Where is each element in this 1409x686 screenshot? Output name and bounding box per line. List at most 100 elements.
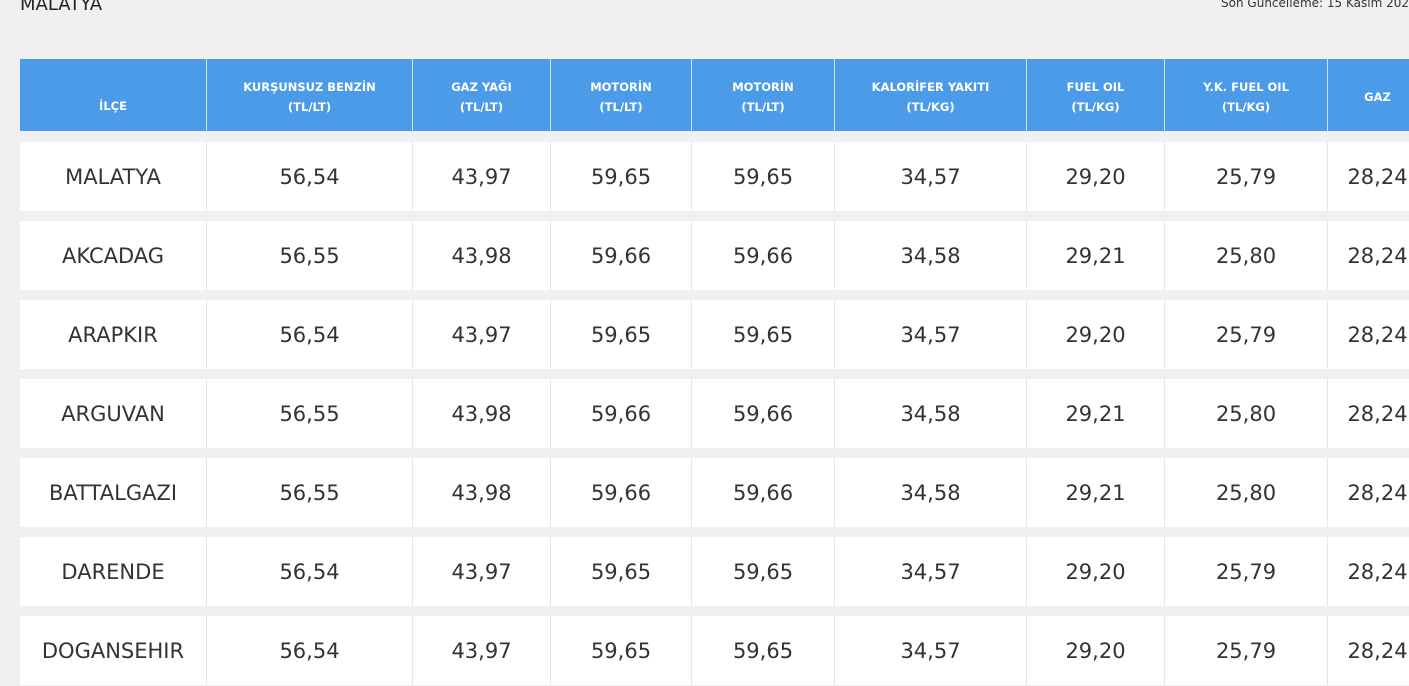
price-cell: 59,65	[551, 300, 692, 369]
price-cell: 56,55	[207, 221, 413, 290]
price-cell: 25,79	[1165, 142, 1328, 211]
table-row: DARENDE 56,54 43,97 59,65 59,65 34,57 29,20 25,…	[20, 537, 1409, 606]
price-cell: 29,20	[1027, 300, 1165, 369]
column-unit: (TL/LT)	[459, 100, 504, 114]
price-cell: 25,79	[1165, 616, 1328, 685]
header-cell: Y.K. FUEL OIL (TL/KG)	[1165, 59, 1328, 131]
page-title: MALATYA	[20, 0, 103, 15]
header-cell: MOTORİN (TL/LT)	[692, 59, 835, 131]
price-cell: 59,65	[692, 142, 835, 211]
price-cell: 59,65	[692, 537, 835, 606]
price-cell: 43,97	[413, 300, 551, 369]
price-cell: 29,20	[1027, 616, 1165, 685]
price-cell: 59,66	[551, 221, 692, 290]
header-cell: GAZ	[1328, 59, 1409, 131]
price-cell: 59,66	[692, 221, 835, 290]
price-cell: 34,57	[835, 537, 1027, 606]
price-cell: 25,79	[1165, 537, 1328, 606]
table-row: AKCADAG 56,55 43,98 59,66 59,66 34,58 29,21 25,…	[20, 221, 1409, 290]
price-cell: 28,24	[1328, 616, 1409, 685]
header-cell: KURŞUNSUZ BENZİN (TL/LT)	[207, 59, 413, 131]
price-cell: 59,66	[692, 458, 835, 527]
price-cell: 43,97	[413, 616, 551, 685]
table-row: DOGANSEHIR 56,54 43,97 59,65 59,65 34,57 29,20…	[20, 616, 1409, 685]
district-cell: DOGANSEHIR	[20, 616, 207, 685]
district-cell: DARENDE	[20, 537, 207, 606]
price-cell: 59,66	[551, 458, 692, 527]
price-cell: 59,65	[692, 616, 835, 685]
price-cell: 59,65	[551, 142, 692, 211]
price-cell: 28,24	[1328, 221, 1409, 290]
header-cell: İLÇE	[20, 59, 207, 131]
price-cell: 34,57	[835, 142, 1027, 211]
district-cell: MALATYA	[20, 142, 207, 211]
price-cell: 43,98	[413, 379, 551, 448]
price-cell: 34,58	[835, 221, 1027, 290]
price-cell: 25,80	[1165, 221, 1328, 290]
price-cell: 29,21	[1027, 221, 1165, 290]
column-unit: (TL/LT)	[599, 100, 643, 114]
price-cell: 56,54	[207, 300, 413, 369]
price-cell: 29,21	[1027, 379, 1165, 448]
price-cell: 56,54	[207, 142, 413, 211]
last-update: Son Güncelleme: 15 Kasım 202	[1221, 0, 1409, 10]
price-cell: 34,58	[835, 458, 1027, 527]
column-unit: (TL/LT)	[287, 100, 332, 114]
district-cell: ARGUVAN	[20, 379, 207, 448]
price-cell: 29,21	[1027, 458, 1165, 527]
header-row: İLÇE KURŞUNSUZ BENZİN (TL/LT) GAZ YAĞI (TL/L…	[20, 59, 1409, 131]
column-name: İLÇE	[99, 99, 127, 113]
price-cell: 25,80	[1165, 458, 1328, 527]
price-cell: 34,57	[835, 616, 1027, 685]
column-name: GAZ	[1364, 90, 1391, 104]
price-table: İLÇE KURŞUNSUZ BENZİN (TL/LT) GAZ YAĞI (TL/L…	[20, 59, 1409, 685]
price-cell: 59,66	[551, 379, 692, 448]
price-cell: 56,54	[207, 616, 413, 685]
district-cell: AKCADAG	[20, 221, 207, 290]
district-cell: BATTALGAZI	[20, 458, 207, 527]
table-row: ARAPKIR 56,54 43,97 59,65 59,65 34,57 29,20 25,…	[20, 300, 1409, 369]
price-cell: 43,98	[413, 458, 551, 527]
column-unit: (TL/KG)	[1221, 100, 1271, 114]
column-name: MOTORİN	[590, 80, 652, 94]
price-cell: 59,66	[692, 379, 835, 448]
price-cell: 43,97	[413, 142, 551, 211]
column-unit: (TL/LT)	[741, 100, 785, 114]
column-unit: (TL/KG)	[906, 100, 955, 114]
table-row: ARGUVAN 56,55 43,98 59,66 59,66 34,58 29,21 25,…	[20, 379, 1409, 448]
price-cell: 56,55	[207, 458, 413, 527]
table-row: MALATYA 56,54 43,97 59,65 59,65 34,57 29,20 25,…	[20, 142, 1409, 211]
price-cell: 28,24	[1328, 379, 1409, 448]
district-cell: ARAPKIR	[20, 300, 207, 369]
column-name: FUEL OIL	[1066, 80, 1125, 94]
price-cell: 56,54	[207, 537, 413, 606]
price-cell: 25,79	[1165, 300, 1328, 369]
price-cell: 34,58	[835, 379, 1027, 448]
price-cell: 29,20	[1027, 142, 1165, 211]
column-name: KURŞUNSUZ BENZİN	[243, 80, 376, 94]
price-cell: 56,55	[207, 379, 413, 448]
price-cell: 29,20	[1027, 537, 1165, 606]
price-cell: 43,97	[413, 537, 551, 606]
price-cell: 59,65	[551, 537, 692, 606]
price-cell: 25,80	[1165, 379, 1328, 448]
price-cell: 28,24	[1328, 300, 1409, 369]
price-cell: 59,65	[551, 616, 692, 685]
price-cell: 28,24	[1328, 537, 1409, 606]
header-cell: MOTORİN (TL/LT)	[551, 59, 692, 131]
column-unit: (TL/KG)	[1071, 100, 1120, 114]
column-name: KALORİFER YAKITI	[871, 80, 990, 94]
column-name: MOTORİN	[732, 80, 794, 94]
column-name: Y.K. FUEL OIL	[1203, 80, 1289, 94]
price-cell: 59,65	[692, 300, 835, 369]
price-cell: 43,98	[413, 221, 551, 290]
table-row: BATTALGAZI 56,55 43,98 59,66 59,66 34,58 29,21…	[20, 458, 1409, 527]
price-cell: 34,57	[835, 300, 1027, 369]
price-cell: 28,24	[1328, 142, 1409, 211]
header-cell: FUEL OIL (TL/KG)	[1027, 59, 1165, 131]
price-cell: 28,24	[1328, 458, 1409, 527]
column-name: GAZ YAĞI	[451, 80, 512, 94]
header-cell: KALORİFER YAKITI (TL/KG)	[835, 59, 1027, 131]
header-cell: GAZ YAĞI (TL/LT)	[413, 59, 551, 131]
